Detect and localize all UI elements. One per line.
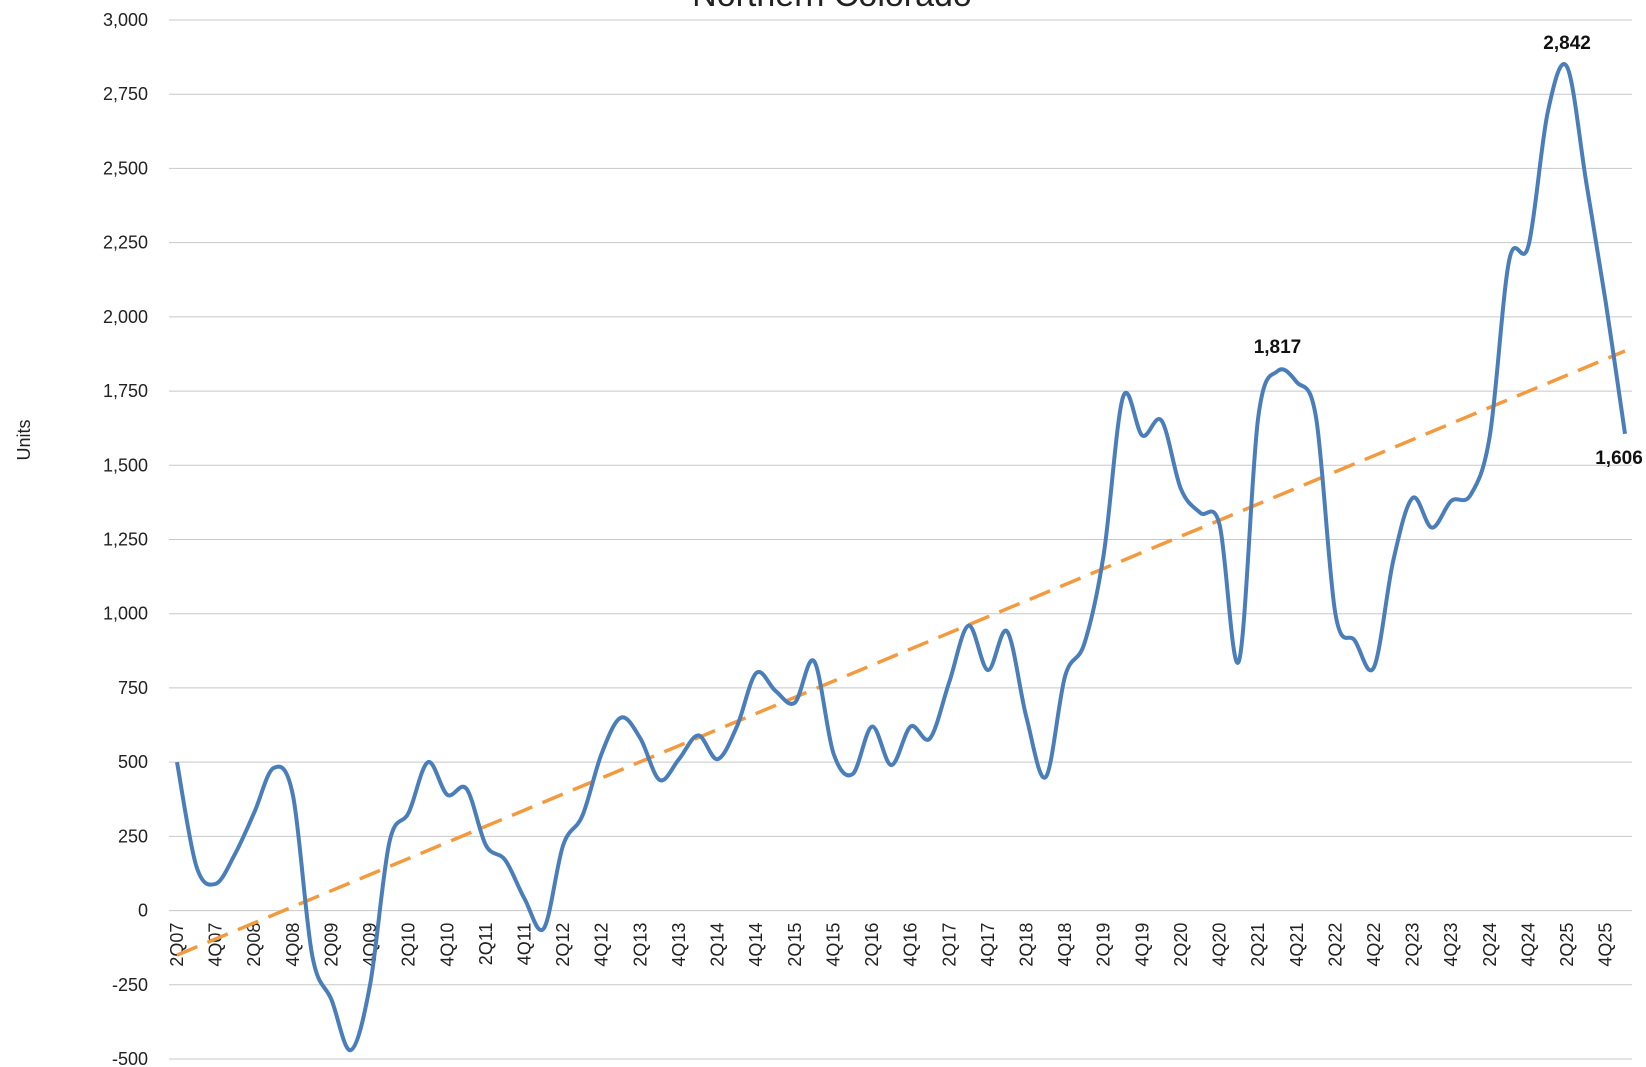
x-tick-label: 4Q19 <box>1132 923 1152 967</box>
x-tick-label: 4Q24 <box>1518 923 1538 967</box>
x-tick-label: 4Q13 <box>669 923 689 967</box>
x-tick-label: 4Q15 <box>823 923 843 967</box>
x-tick-label: 2Q19 <box>1094 923 1114 967</box>
x-tick-label: 4Q20 <box>1210 923 1230 967</box>
y-tick-label: 0 <box>138 901 148 921</box>
x-tick-label: 4Q12 <box>592 923 612 967</box>
x-tick-label: 4Q17 <box>978 923 998 967</box>
data-line <box>175 62 1627 1053</box>
y-tick-label: 250 <box>118 826 148 846</box>
x-tick-label: 4Q22 <box>1364 923 1384 967</box>
x-tick-label: 2Q22 <box>1325 923 1345 967</box>
data-label: 1,817 <box>1254 337 1302 358</box>
y-tick-label: 1,500 <box>103 455 148 475</box>
x-tick-label: 2Q08 <box>244 923 264 967</box>
data-label: 1,606 <box>1595 448 1643 469</box>
y-tick-label: 3,000 <box>103 10 148 30</box>
y-tick-label: 1,750 <box>103 381 148 401</box>
y-tick-label: 750 <box>118 678 148 698</box>
x-tick-label: 4Q16 <box>901 923 921 967</box>
trend-line <box>176 349 1626 957</box>
chart-title: Northern Colorado <box>692 0 972 14</box>
x-tick-label: 4Q14 <box>746 923 766 967</box>
x-tick-label: 2Q23 <box>1403 923 1423 967</box>
y-tick-label: 2,750 <box>103 84 148 104</box>
x-tick-label: 2Q25 <box>1557 923 1577 967</box>
y-tick-label: 2,500 <box>103 158 148 178</box>
x-tick-label: 2Q15 <box>785 923 805 967</box>
data-label: 2,842 <box>1543 33 1591 54</box>
y-tick-label: -250 <box>112 975 148 995</box>
x-tick-label: 2Q18 <box>1016 923 1036 967</box>
x-tick-label: 2Q12 <box>553 923 573 967</box>
y-tick-label: -500 <box>112 1049 148 1067</box>
y-tick-label: 1,250 <box>103 530 148 550</box>
x-tick-label: 2Q24 <box>1480 923 1500 967</box>
x-tick-label: 2Q20 <box>1171 923 1191 967</box>
y-tick-label: 2,000 <box>103 307 148 327</box>
x-tick-label: 2Q21 <box>1248 923 1268 967</box>
x-tick-label: 4Q23 <box>1441 923 1461 967</box>
x-tick-label: 2Q16 <box>862 923 882 967</box>
y-axis-label: Units <box>14 419 34 460</box>
y-tick-label: 500 <box>118 752 148 772</box>
x-tick-label: 4Q11 <box>515 923 535 966</box>
x-tick-label: 4Q25 <box>1596 923 1616 967</box>
x-tick-label: 4Q10 <box>437 923 457 967</box>
x-tick-label: 2Q07 <box>167 923 187 967</box>
x-tick-label: 2Q09 <box>321 923 341 967</box>
x-tick-label: 4Q07 <box>206 923 226 967</box>
x-tick-label: 4Q18 <box>1055 923 1075 967</box>
x-tick-label: 2Q17 <box>939 923 959 967</box>
y-tick-label: 1,000 <box>103 604 148 624</box>
y-tick-label: 2,250 <box>103 233 148 253</box>
x-tick-label: 2Q13 <box>630 923 650 967</box>
x-tick-label: 2Q14 <box>708 923 728 967</box>
x-tick-label: 2Q11 <box>476 923 496 966</box>
x-tick-label: 4Q08 <box>283 923 303 967</box>
x-tick-label: 2Q10 <box>399 923 419 967</box>
x-tick-label: 4Q21 <box>1287 923 1307 967</box>
